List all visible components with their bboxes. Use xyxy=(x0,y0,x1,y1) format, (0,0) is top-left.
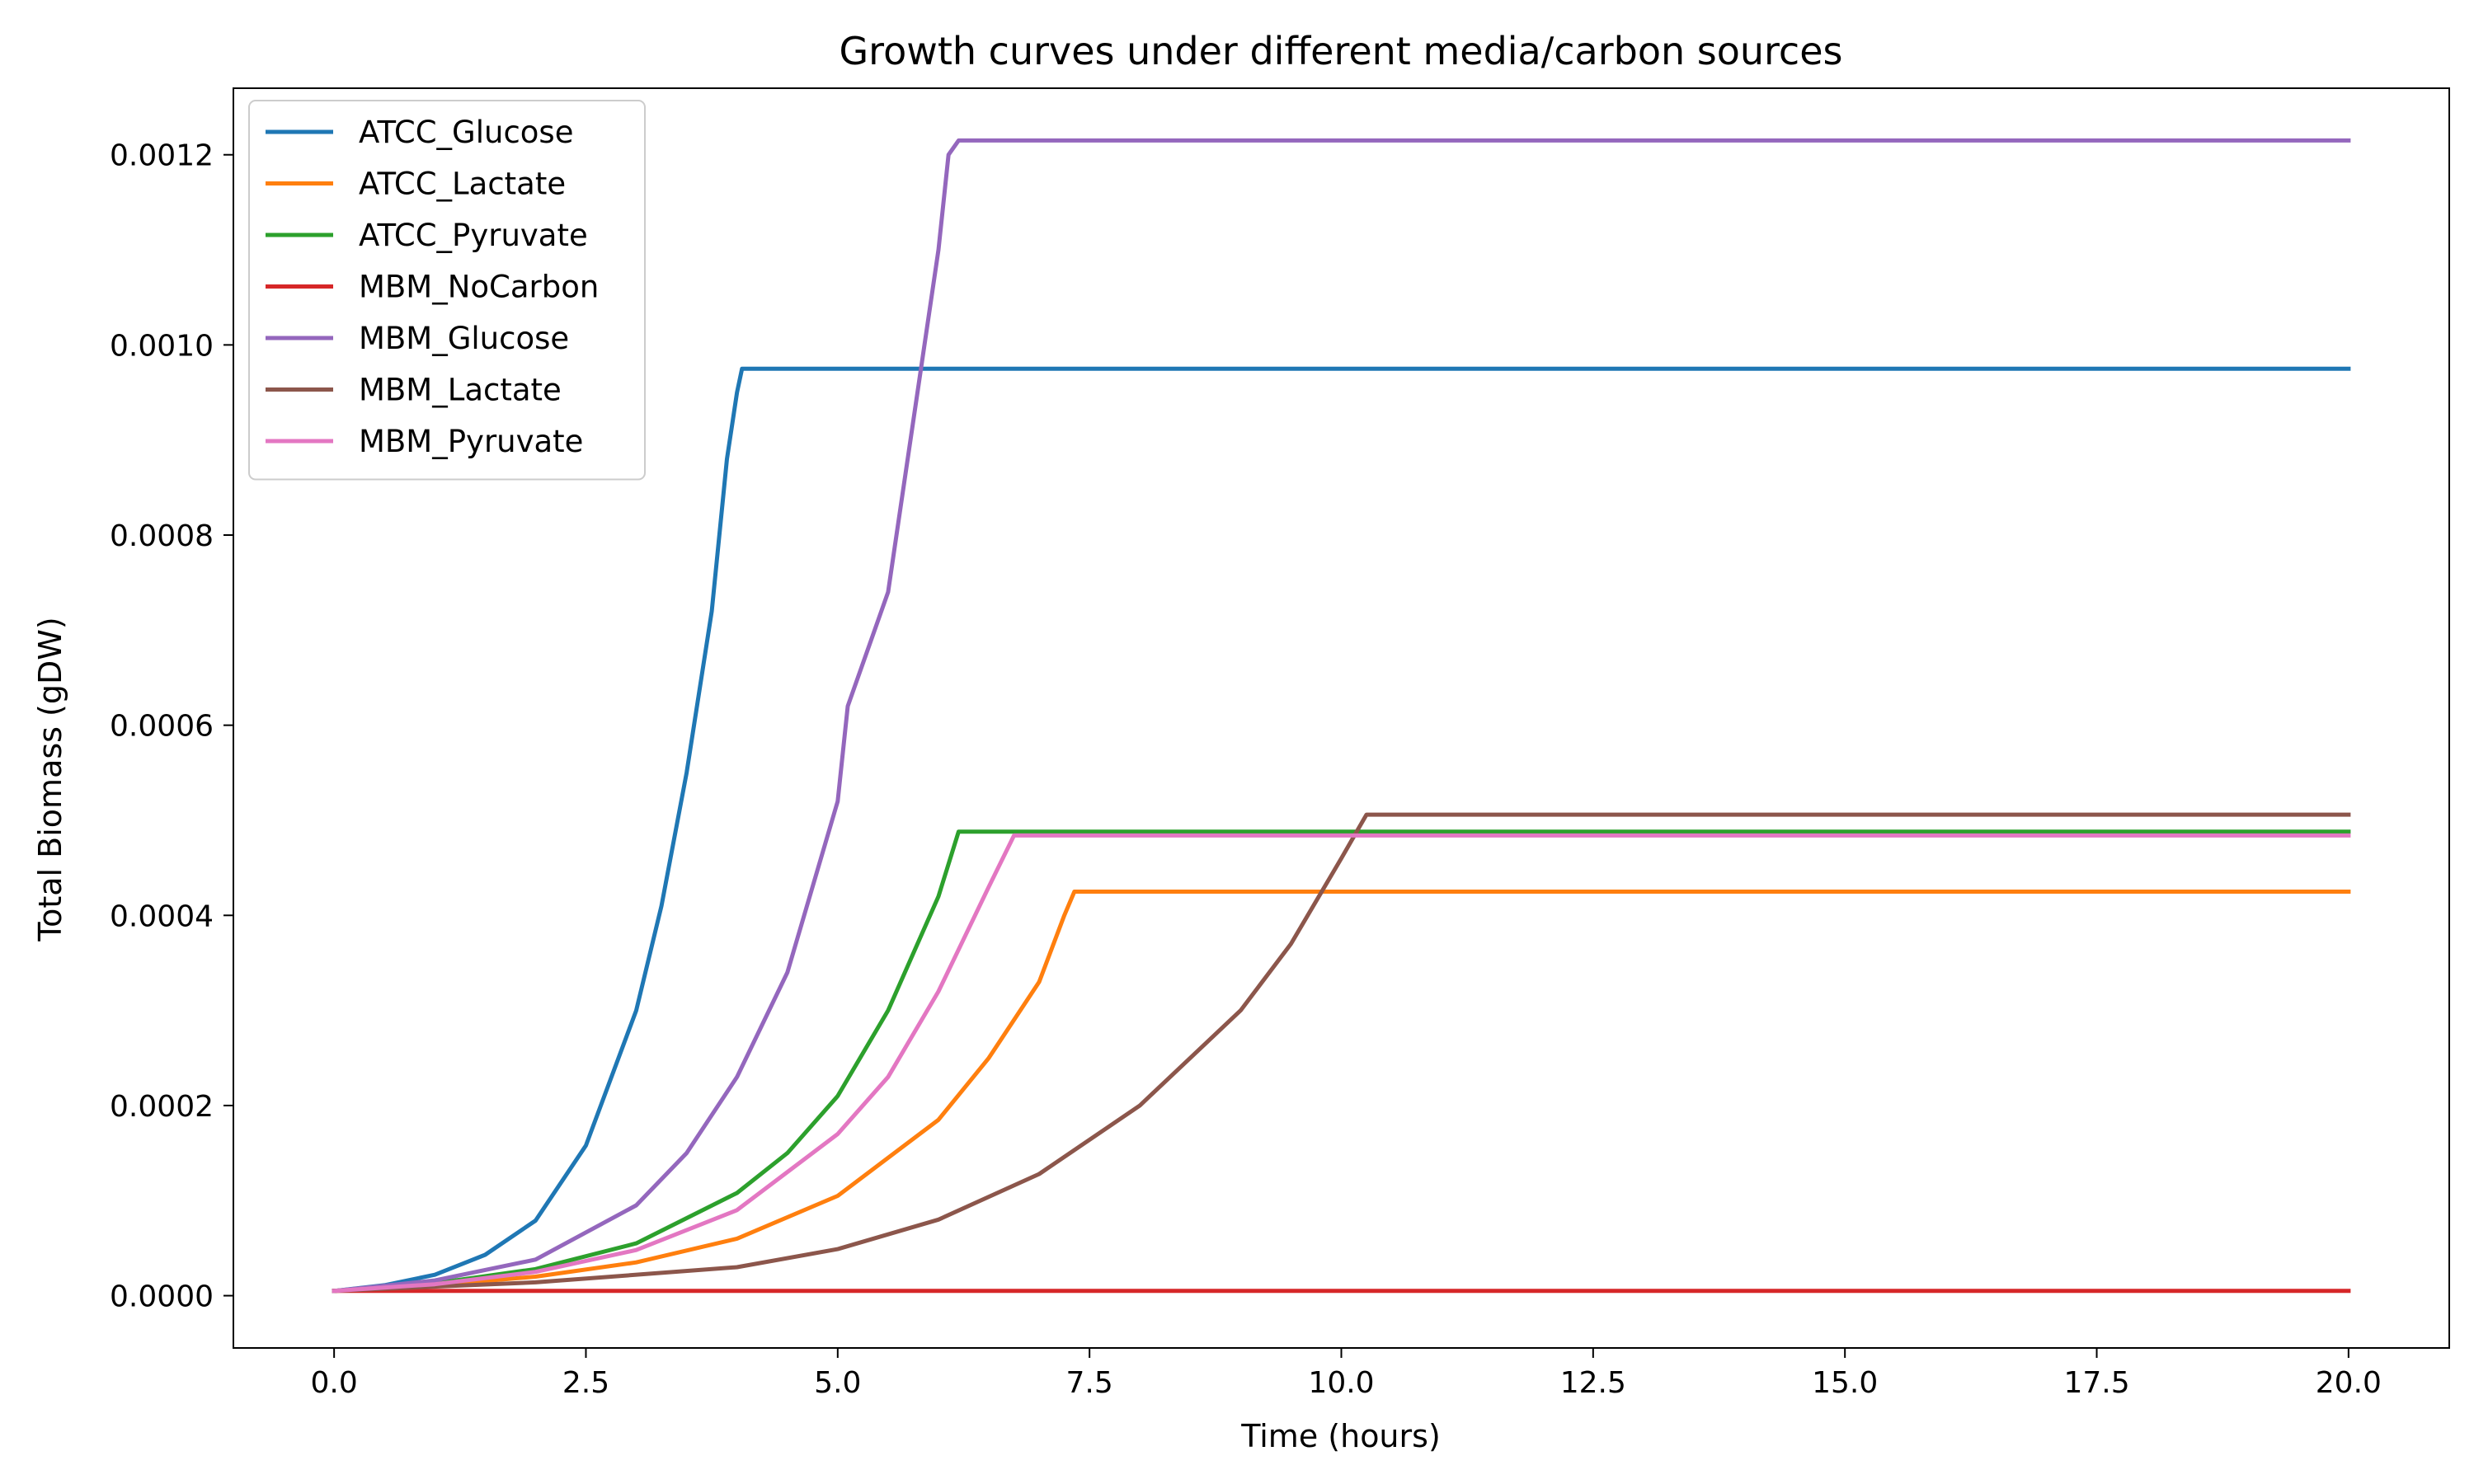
legend: ATCC_Glucose ATCC_Lactate ATCC_Pyruvate MBM… xyxy=(248,100,646,481)
x-tick-label: 20.0 xyxy=(2316,1366,2382,1400)
chart-title: Growth curves under different media/carb… xyxy=(840,29,1843,73)
y-axis: 0.0000 0.0002 0.0004 0.0006 0.0008 0.0010 0.00… xyxy=(110,139,233,1314)
x-tick-label: 15.0 xyxy=(1812,1366,1878,1400)
y-axis-label: Total Biomass (gDW) xyxy=(32,617,68,942)
y-tick-label: 0.0000 xyxy=(110,1280,214,1314)
legend-box xyxy=(248,100,646,481)
legend-label: MBM_Glucose xyxy=(359,321,569,356)
x-tick-label: 0.0 xyxy=(311,1366,358,1400)
series-line-mbm-glucose xyxy=(332,138,2351,1294)
series-line-mbm-lactate xyxy=(332,812,2351,1294)
y-tick-label: 0.0008 xyxy=(110,519,214,553)
y-tick-label: 0.0002 xyxy=(110,1090,214,1124)
legend-label: ATCC_Glucose xyxy=(359,115,573,150)
legend-label: ATCC_Lactate xyxy=(359,167,566,202)
series-line-atcc-lactate xyxy=(332,890,2351,1294)
y-tick-label: 0.0006 xyxy=(110,710,214,744)
x-tick-label: 5.0 xyxy=(814,1366,861,1400)
x-axis-label: Time (hours) xyxy=(1240,1418,1441,1454)
y-tick-label: 0.0004 xyxy=(110,899,214,933)
x-axis: 0.0 2.5 5.0 7.5 10.0 12.5 15.0 17.5 20.0 xyxy=(311,1348,2382,1400)
legend-label: MBM_Pyruvate xyxy=(359,424,583,459)
series-line-atcc-glucose xyxy=(332,366,2351,1294)
x-tick-label: 7.5 xyxy=(1066,1366,1113,1400)
legend-label: ATCC_Pyruvate xyxy=(359,218,588,253)
x-tick-label: 12.5 xyxy=(1560,1366,1626,1400)
legend-label: MBM_Lactate xyxy=(359,373,562,408)
y-tick-label: 0.0010 xyxy=(110,329,214,363)
y-tick-label: 0.0012 xyxy=(110,139,214,173)
x-tick-label: 2.5 xyxy=(562,1366,609,1400)
x-tick-label: 10.0 xyxy=(1308,1366,1374,1400)
series-line-atcc-pyruvate xyxy=(332,829,2351,1294)
x-tick-label: 17.5 xyxy=(2063,1366,2129,1400)
series-line-mbm-pyruvate xyxy=(332,833,2351,1294)
legend-label: MBM_NoCarbon xyxy=(359,270,599,305)
series-lines xyxy=(332,138,2351,1294)
